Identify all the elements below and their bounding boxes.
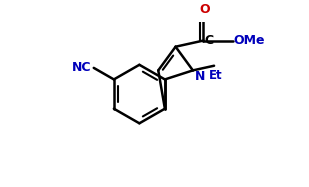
Text: Et: Et [209,69,222,82]
Text: OMe: OMe [234,34,265,47]
Text: N: N [194,70,205,83]
Text: NC: NC [72,61,91,74]
Text: C: C [204,34,214,47]
Text: O: O [199,3,210,16]
